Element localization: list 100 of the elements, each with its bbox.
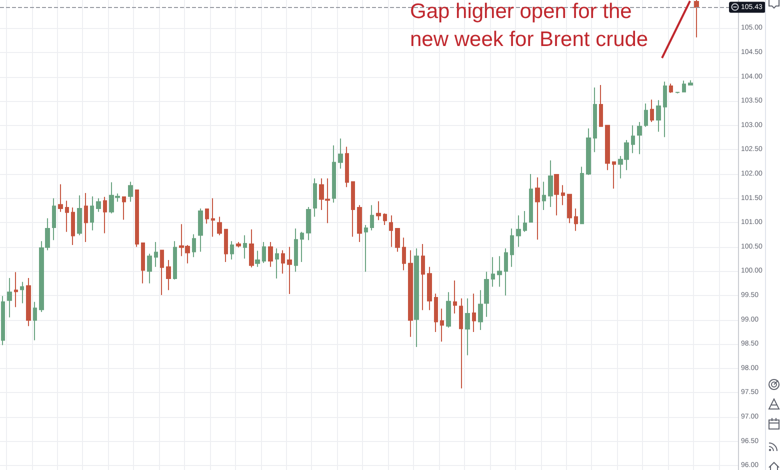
candlestick	[459, 298, 463, 389]
candlestick	[128, 181, 133, 202]
candlestick	[561, 184, 565, 206]
candlestick	[637, 121, 642, 155]
candlestick	[217, 216, 222, 236]
candlestick	[192, 234, 196, 258]
candlestick	[26, 278, 31, 327]
candlestick	[523, 210, 527, 232]
candlestick	[275, 248, 279, 279]
candlestick	[243, 234, 247, 260]
candlestick	[402, 237, 406, 271]
candlestick	[599, 84, 603, 128]
candlestick	[230, 240, 234, 260]
candlestick	[682, 80, 686, 93]
candlestick	[586, 128, 591, 176]
candlestick	[300, 231, 304, 262]
candlestick	[567, 194, 572, 224]
candlestick	[504, 248, 508, 296]
candlestick	[414, 248, 419, 348]
candlestick	[103, 196, 107, 234]
candlestick	[173, 240, 177, 280]
candlestick	[166, 260, 171, 291]
candlestick	[262, 242, 266, 264]
candlestick	[294, 228, 298, 272]
candlestick	[135, 190, 139, 248]
candlestick	[542, 181, 546, 210]
candlestick	[497, 256, 502, 288]
candlestick	[669, 83, 673, 94]
candlestick	[465, 298, 470, 356]
candlestick	[236, 242, 241, 248]
candlestick	[644, 103, 648, 128]
candlestick	[255, 250, 260, 268]
candlestick	[211, 198, 215, 238]
candlestick	[389, 214, 393, 248]
candlestick	[249, 228, 254, 268]
candlestick	[656, 100, 661, 132]
candlestick	[554, 174, 559, 216]
candlestick	[345, 146, 349, 188]
candlestick	[357, 204, 362, 243]
candlestick	[351, 181, 355, 238]
candlestick	[427, 266, 432, 311]
candlestick	[376, 200, 381, 221]
candlestick	[478, 290, 483, 331]
candlestick	[580, 166, 584, 224]
candlestick	[421, 243, 425, 311]
candlestick	[96, 198, 101, 212]
candlestick	[147, 253, 152, 284]
candlestick	[408, 250, 413, 338]
candlestick	[90, 196, 94, 231]
candlestick	[484, 271, 489, 318]
annotation: Gap higher open for the new week for Brent crude	[410, 0, 650, 53]
candlestick	[593, 86, 597, 153]
candlestick	[650, 99, 654, 122]
candlestick	[224, 228, 228, 262]
candlestick	[529, 174, 533, 223]
candlestick	[612, 161, 616, 190]
candlestick	[338, 138, 343, 170]
candlestick	[33, 301, 37, 341]
candlestick	[198, 208, 203, 252]
candlestick	[71, 207, 75, 246]
candlestick	[65, 200, 69, 232]
candlestick	[453, 280, 457, 314]
candlestick	[516, 214, 521, 248]
candlestick	[332, 144, 336, 204]
candlestick	[675, 91, 680, 94]
candlestick	[574, 208, 578, 232]
candlestick	[370, 204, 374, 231]
candlestick	[14, 272, 18, 308]
candlestick	[383, 212, 387, 226]
candlestick	[122, 196, 126, 220]
candlestick	[688, 80, 693, 86]
candlestick	[160, 250, 164, 296]
candlestick	[268, 242, 273, 268]
candlestick	[434, 293, 438, 332]
candlestick	[395, 228, 400, 252]
candlestick	[313, 178, 317, 218]
candlestick	[446, 292, 451, 328]
candlestick	[84, 192, 88, 243]
candlestick	[77, 194, 82, 236]
candlestick	[306, 206, 311, 241]
candlestick	[52, 198, 56, 241]
candlestick	[663, 81, 667, 138]
candlestick	[58, 184, 63, 212]
candlestick	[605, 124, 610, 171]
candlestick	[535, 176, 540, 240]
candlestick	[364, 224, 368, 272]
candlestick	[694, 0, 699, 38]
candlestick	[7, 278, 12, 318]
candlestick	[281, 250, 285, 274]
candlestick	[491, 256, 495, 288]
candlestick	[472, 293, 476, 332]
candlestick	[141, 242, 145, 284]
candlestick	[510, 228, 514, 268]
candlestick	[287, 246, 292, 295]
candlestick	[631, 124, 635, 154]
candlestick	[20, 281, 24, 304]
candlestick	[440, 308, 444, 342]
candlestick	[205, 208, 209, 224]
candlestick	[1, 296, 5, 346]
candlestick	[548, 160, 553, 208]
